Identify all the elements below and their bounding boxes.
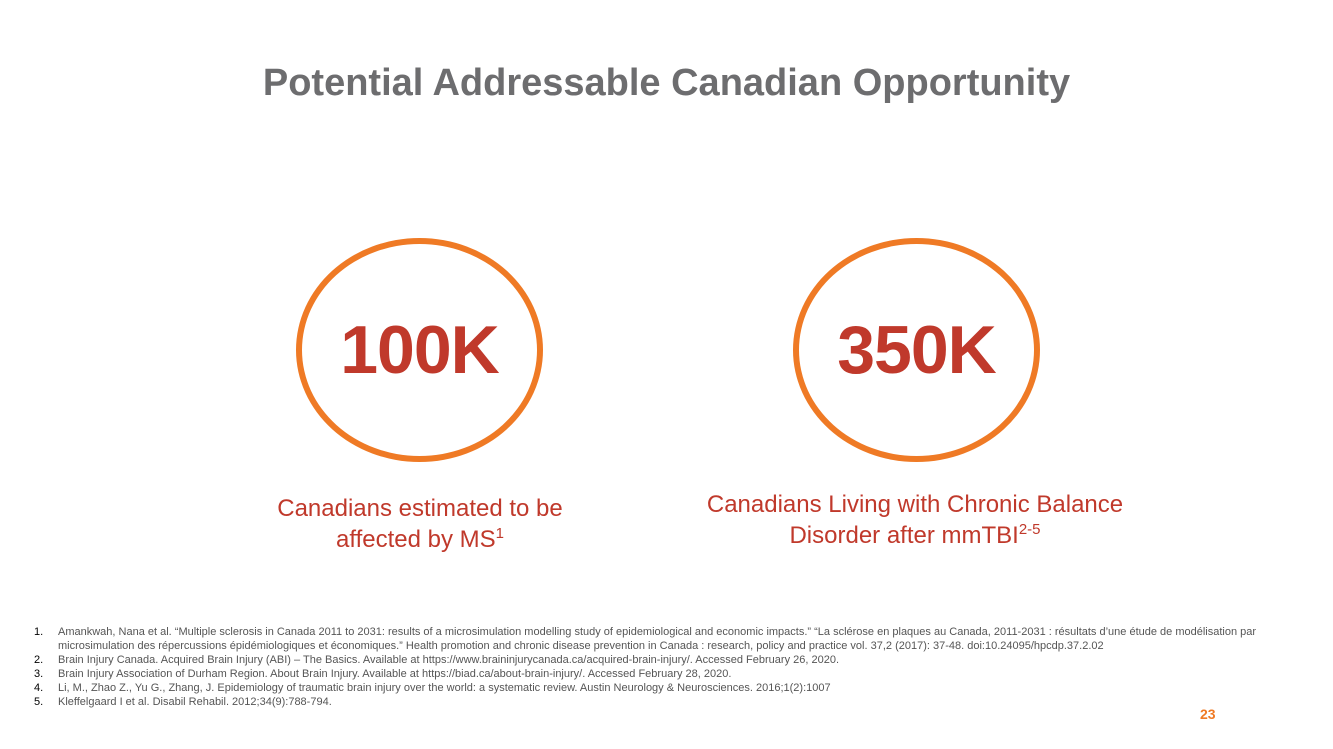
reference-text: Kleffelgaard I et al. Disabil Rehabil. 2… bbox=[58, 696, 332, 708]
reference-number: 5. bbox=[34, 696, 44, 708]
reference-item: 3. Brain Injury Association of Durham Re… bbox=[34, 667, 1314, 681]
stat-value-mmtbi: 350K bbox=[837, 312, 997, 388]
reference-text: Li, M., Zhao Z., Yu G., Zhang, J. Epidem… bbox=[58, 682, 831, 694]
reference-item: 2. Brain Injury Canada. Acquired Brain I… bbox=[34, 653, 1314, 667]
reference-text: Brain Injury Association of Durham Regio… bbox=[58, 668, 732, 680]
page-number: 23 bbox=[1200, 706, 1216, 722]
reference-item: 1. Amankwah, Nana et al. “Multiple scler… bbox=[34, 625, 1314, 653]
stat-caption-ms-superscript: 1 bbox=[495, 525, 504, 542]
reference-number: 4. bbox=[34, 682, 44, 694]
reference-item: 5. Kleffelgaard I et al. Disabil Rehabil… bbox=[34, 695, 1314, 709]
stat-caption-ms: Canadians estimated to be affected by MS… bbox=[220, 493, 620, 555]
stat-caption-ms-line2: affected by MS bbox=[336, 526, 496, 553]
reference-number: 1. bbox=[34, 626, 44, 638]
stat-circle-ms: 100K bbox=[296, 238, 543, 462]
references-list: 1. Amankwah, Nana et al. “Multiple scler… bbox=[34, 625, 1314, 709]
reference-item: 4. Li, M., Zhao Z., Yu G., Zhang, J. Epi… bbox=[34, 681, 1314, 695]
stat-caption-mmtbi-line2: Disorder after mmTBI bbox=[789, 522, 1019, 549]
stat-caption-mmtbi: Canadians Living with Chronic Balance Di… bbox=[665, 489, 1165, 551]
reference-number: 3. bbox=[34, 668, 44, 680]
stat-circle-mmtbi: 350K bbox=[793, 238, 1040, 462]
slide-title: Potential Addressable Canadian Opportuni… bbox=[262, 62, 1071, 104]
stat-caption-mmtbi-superscript: 2-5 bbox=[1018, 521, 1041, 538]
stat-caption-mmtbi-line1: Canadians Living with Chronic Balance bbox=[706, 491, 1124, 518]
stat-value-ms: 100K bbox=[340, 312, 500, 388]
reference-text: Brain Injury Canada. Acquired Brain Inju… bbox=[58, 654, 839, 666]
reference-number: 2. bbox=[34, 654, 44, 666]
stat-caption-ms-line1: Canadians estimated to be bbox=[277, 495, 563, 522]
reference-text: Amankwah, Nana et al. “Multiple sclerosi… bbox=[58, 626, 1257, 652]
